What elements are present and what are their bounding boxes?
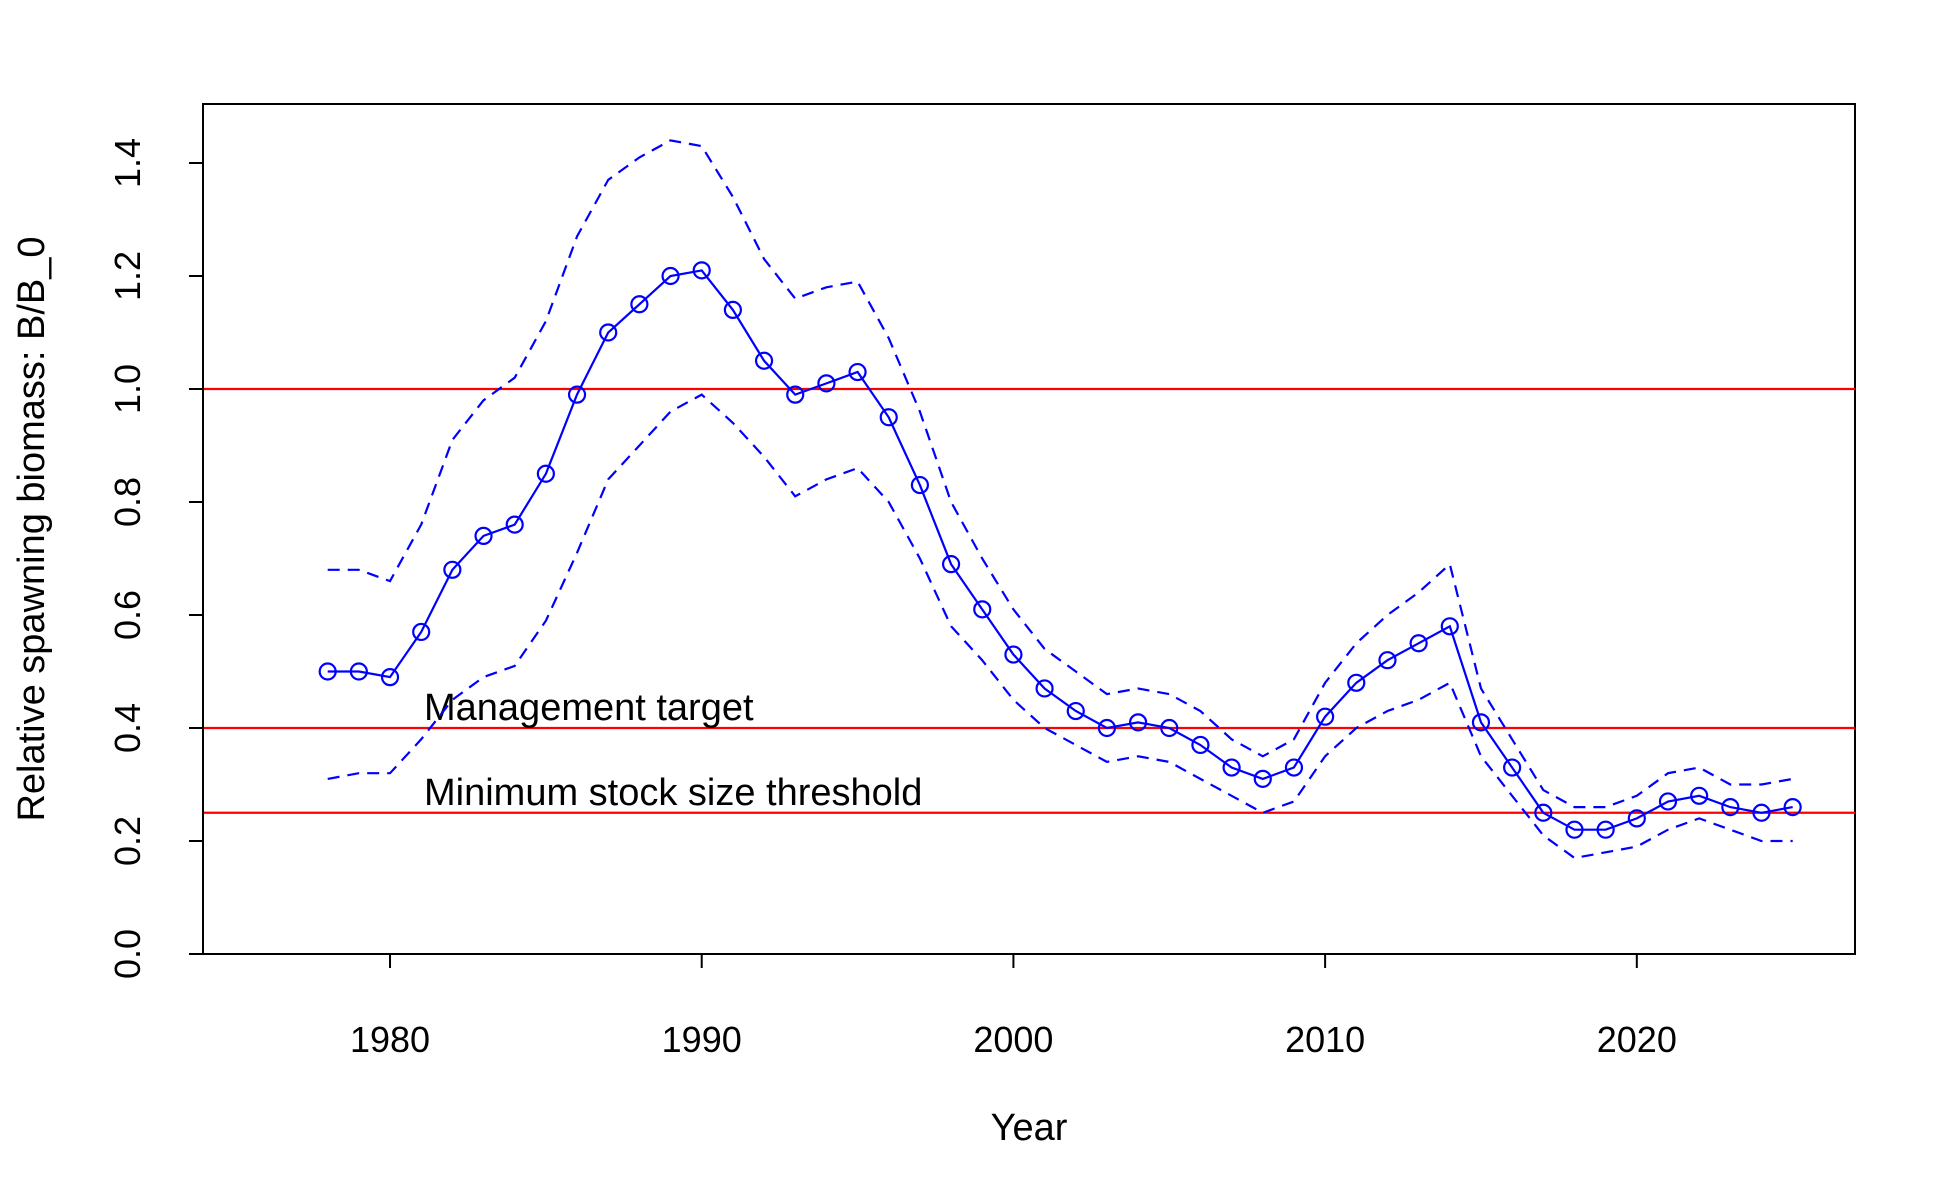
series-line-interval [327,393,1793,860]
data-point [817,374,836,393]
data-point [505,515,524,534]
data-point [1596,820,1615,839]
x-tick-label: 2010 [1285,1019,1365,1060]
data-point [1284,758,1304,777]
y-tick-label: 0.2 [107,816,148,866]
data-point [536,464,555,483]
series-layer [318,139,1802,860]
data-point [879,408,898,427]
reference-line-label: Minimum stock size threshold [424,772,922,814]
data-point [1690,786,1709,805]
data-point [1316,707,1335,726]
data-point [848,362,867,382]
series-line-interval [327,139,1793,809]
data-point [661,266,680,286]
data-point [412,622,431,642]
axes-layer: 1980 1990 2000 2010 2020 0.0 0.2 0.4 0.6 0.8 1.0 1.… [107,138,1677,1060]
y-axis-label: Relative spawning biomass: B/B_0 [11,236,53,821]
y-tick-label: 1.0 [107,364,148,414]
data-point [1721,797,1740,817]
x-tick-label: 1990 [662,1019,742,1060]
y-tick-label: 1.2 [107,251,148,301]
x-axis-label: Year [991,1107,1068,1149]
data-point [1191,735,1210,755]
data-point [723,300,742,319]
data-point [567,385,587,404]
data-point [1627,809,1646,828]
data-point [1752,803,1771,822]
data-point [474,526,493,546]
data-point [599,323,618,342]
data-point [630,295,649,314]
data-point [910,475,930,495]
data-point [1253,769,1272,788]
data-point [1440,617,1459,636]
data-point [1565,820,1584,839]
data-point [1503,758,1522,777]
data-point [1035,679,1054,698]
data-point [1128,713,1148,732]
data-point [380,668,400,687]
data-point [941,555,961,574]
data-point [1658,792,1678,811]
data-point [1004,645,1023,664]
data-point [692,261,711,280]
data-point [786,385,805,404]
data-point [1534,803,1553,822]
series-line-estimate [327,269,1793,831]
data-point [1783,797,1802,817]
data-point [973,600,992,619]
y-tick-label: 0.0 [107,929,148,979]
x-tick-label: 2020 [1597,1019,1677,1060]
data-point [1347,673,1366,692]
y-tick-label: 0.8 [107,477,148,527]
y-tick-label: 1.4 [107,138,148,188]
data-point [318,662,337,681]
data-point [1066,701,1085,721]
reference-lines: Management target Minimum stock size thre… [203,387,1855,814]
data-point [1409,634,1428,653]
data-point [443,560,462,579]
data-point [1160,718,1179,738]
data-point [349,662,368,681]
x-tick-label: 2000 [973,1019,1053,1060]
x-tick-label: 1980 [350,1019,430,1060]
data-point [1222,758,1241,777]
plot-frame [202,103,1856,955]
y-tick-label: 0.6 [107,590,148,640]
data-point [1378,651,1397,670]
reference-line-label: Management target [424,687,754,729]
data-point [1097,718,1117,738]
y-tick-label: 0.4 [107,703,148,753]
data-point [1471,713,1491,732]
data-point [754,351,774,370]
